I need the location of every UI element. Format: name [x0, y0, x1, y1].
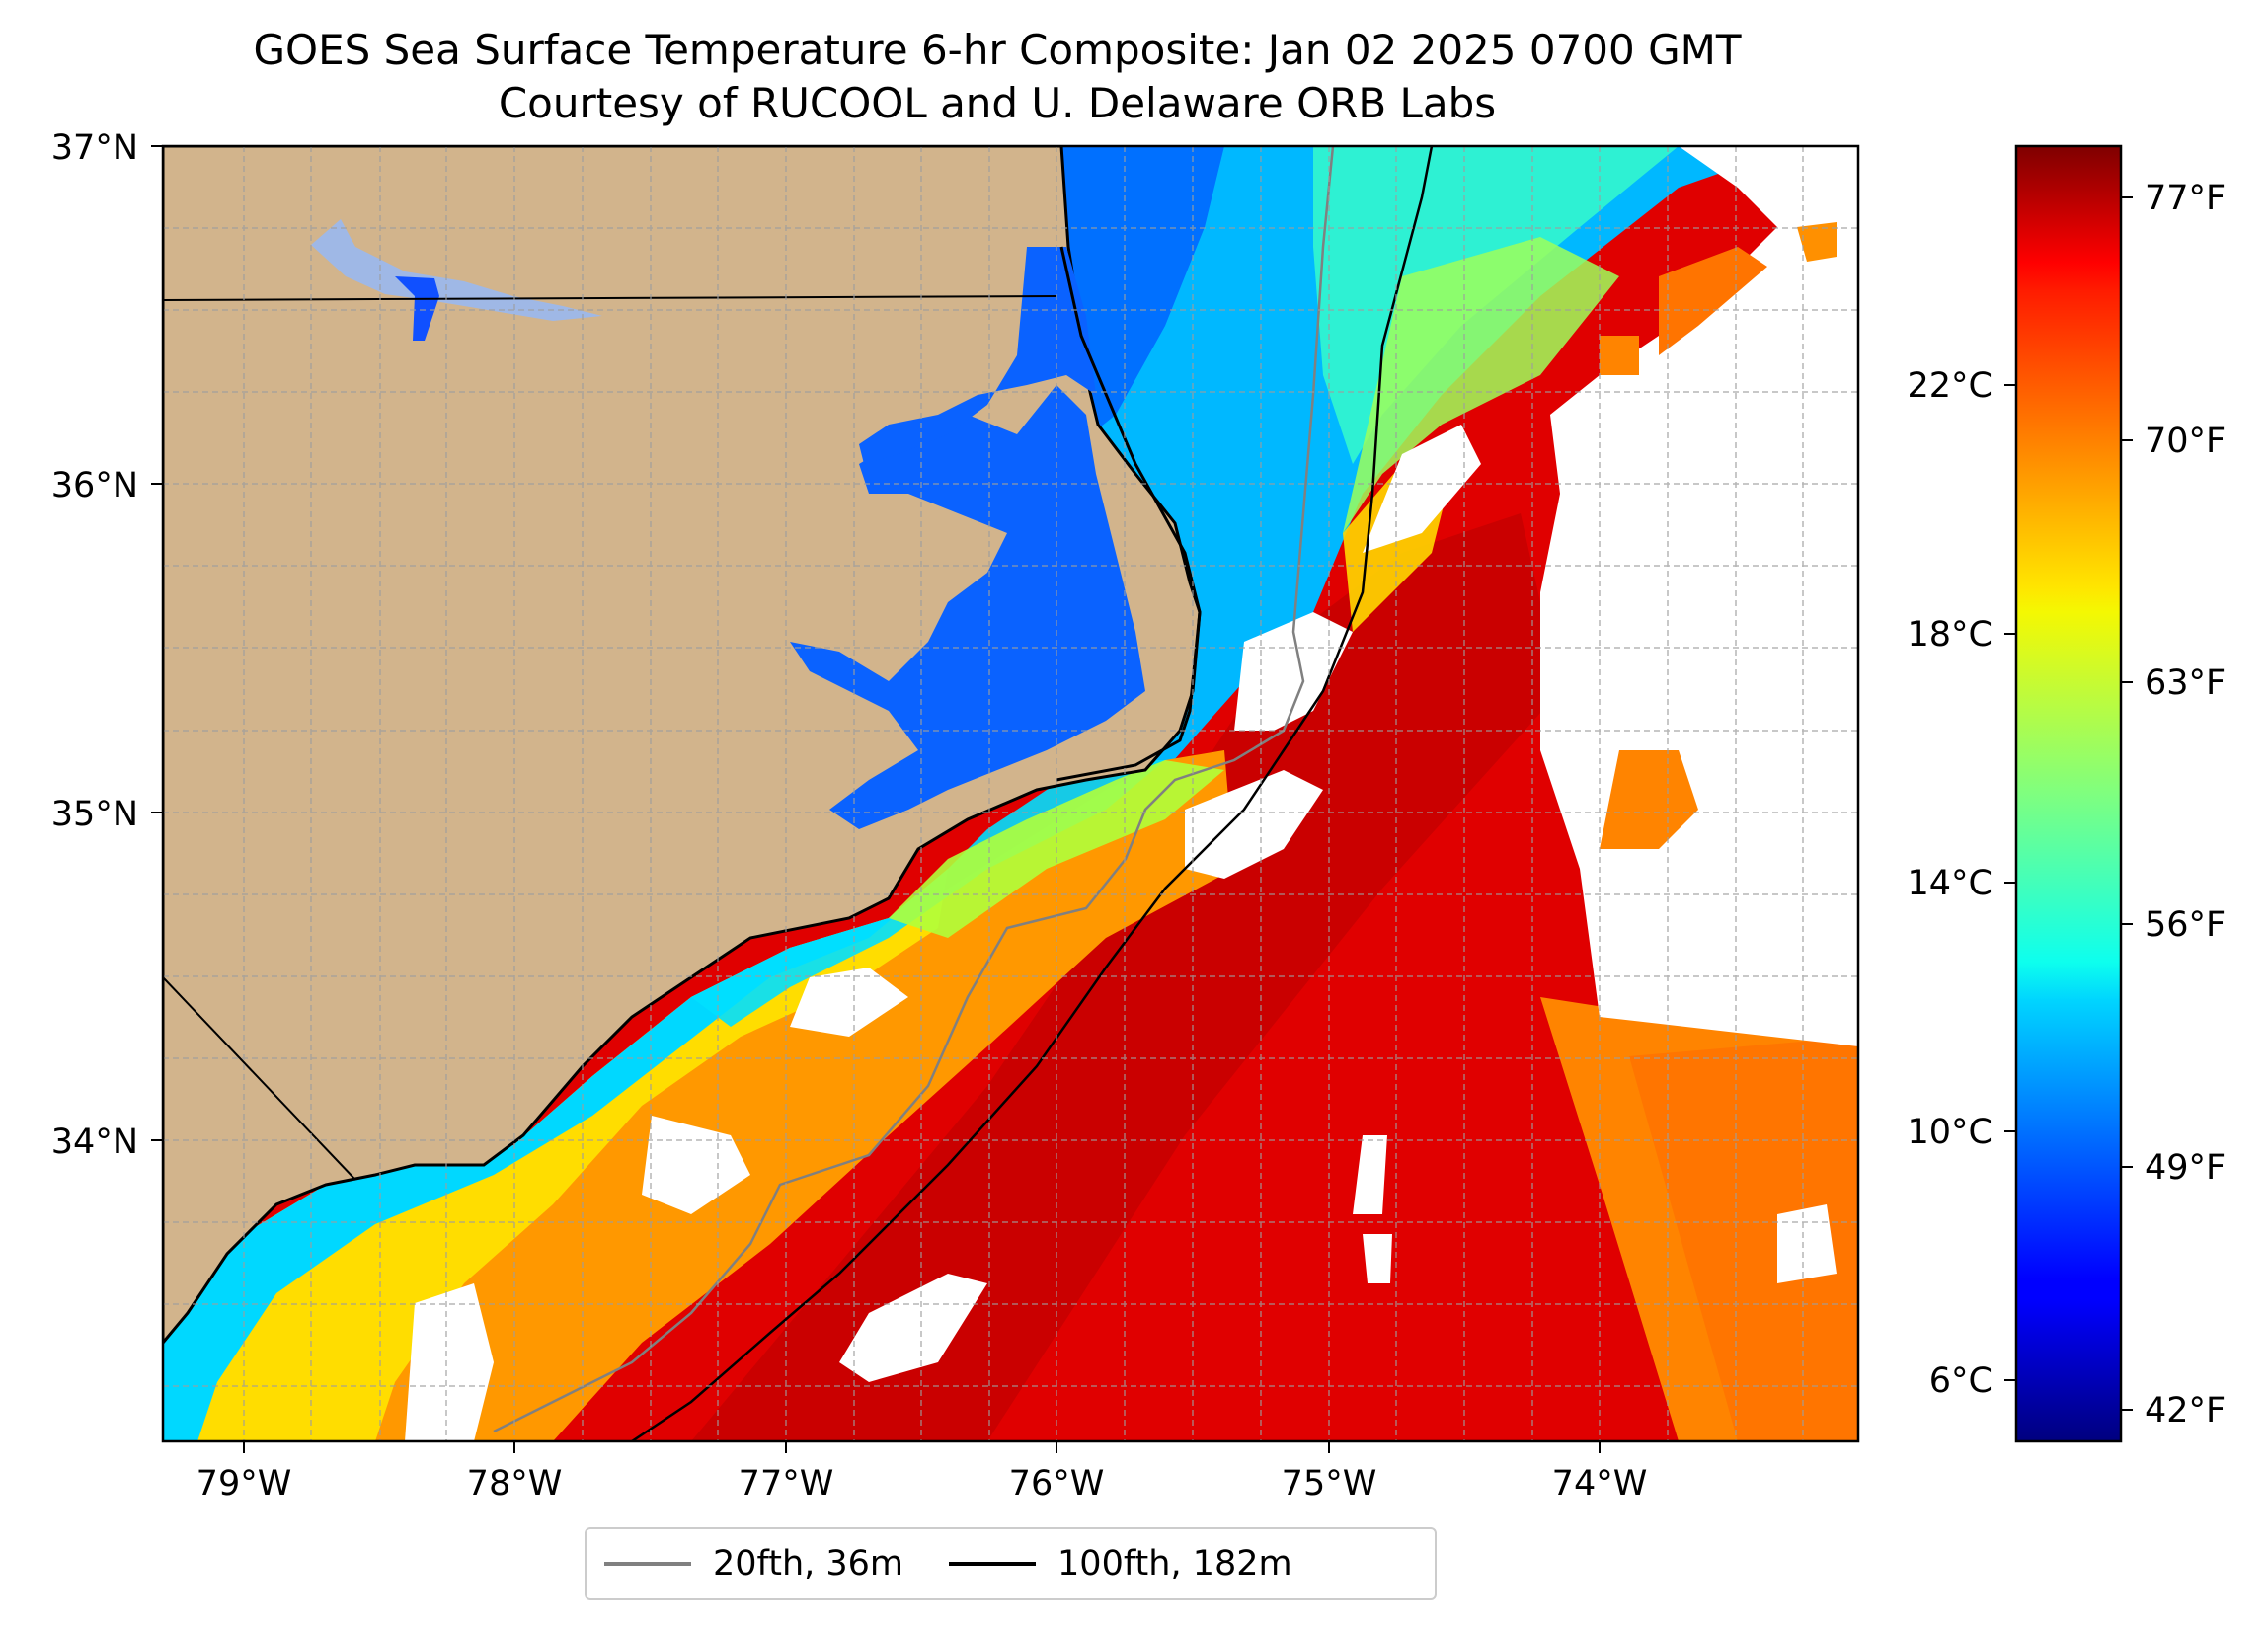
map-subtitle: Courtesy of RUCOOL and U. Delaware ORB L… — [498, 79, 1497, 127]
axis-ticks — [151, 145, 1601, 1453]
colorbar-celsius-label: 18°C — [1908, 615, 1993, 655]
lon-label: 78°W — [467, 1464, 563, 1504]
lon-label: 76°W — [1009, 1464, 1105, 1504]
colorbar-fahrenheit-label: 63°F — [2145, 663, 2226, 703]
legend-label: 20fth, 36m — [713, 1544, 904, 1584]
legend-item-20fth: 20fth, 36m — [604, 1544, 903, 1584]
cold-shelf-water — [1007, 146, 1797, 770]
legend-line-black — [949, 1562, 1037, 1566]
colorbar-celsius-label: 22°C — [1908, 366, 1993, 406]
colorbar-fahrenheit-label: 49°F — [2145, 1148, 2226, 1188]
colorbar-fahrenheit-label: 56°F — [2145, 905, 2226, 945]
isobath-20fth — [493, 146, 1335, 1433]
lon-label: 79°W — [196, 1464, 292, 1504]
lat-label: 35°N — [51, 795, 138, 834]
gridlines — [163, 146, 1858, 1441]
legend-item-100fth: 100fth, 182m — [949, 1544, 1292, 1584]
map-title: GOES Sea Surface Temperature 6-hr Compos… — [253, 26, 1742, 74]
colorbar-fahrenheit-label: 42°F — [2145, 1391, 2226, 1431]
map-area — [163, 146, 1858, 1441]
colorbar-celsius-label: 6°C — [1929, 1361, 1993, 1401]
lat-label: 36°N — [51, 466, 138, 505]
outer-banks — [1056, 246, 1202, 782]
colorbar-fahrenheit-label: 77°F — [2145, 179, 2226, 218]
colorbar — [2014, 144, 2123, 1443]
albemarle-sound — [859, 247, 1096, 464]
colorbar-fahrenheit-label: 70°F — [2145, 422, 2226, 461]
map-frame — [161, 144, 1860, 1443]
lon-label: 74°W — [1552, 1464, 1648, 1504]
legend-line-gray — [604, 1562, 691, 1566]
gulf-stream-core — [691, 513, 1560, 1441]
lat-label: 34°N — [51, 1123, 138, 1162]
colorbar-ticks — [2004, 196, 2133, 1411]
lon-label: 75°W — [1282, 1464, 1377, 1504]
isobath-100fth — [631, 146, 1434, 1441]
legend-label: 100fth, 182m — [1057, 1544, 1292, 1584]
lon-label: 77°W — [739, 1464, 834, 1504]
cloud-mask — [405, 146, 1858, 1441]
colorbar-celsius-label: 10°C — [1908, 1113, 1993, 1152]
colorbar-celsius-label: 14°C — [1908, 864, 1993, 903]
lat-label: 37°N — [51, 128, 138, 168]
isobath-legend: 20fth, 36m 100fth, 182m — [585, 1527, 1437, 1600]
